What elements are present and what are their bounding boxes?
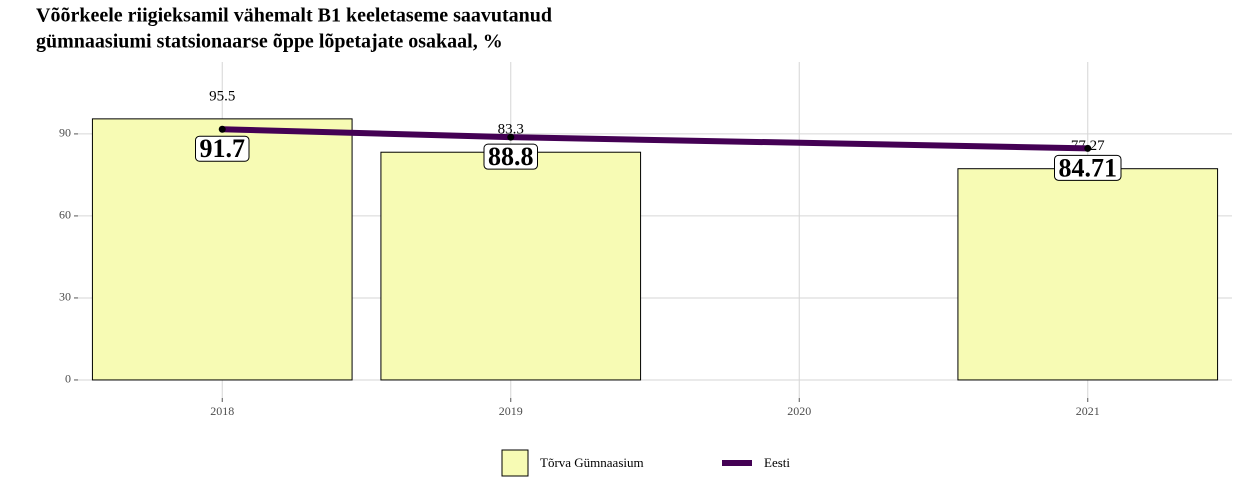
- line-value-label: 91.7: [200, 134, 246, 163]
- label-box: [195, 135, 250, 162]
- line-point: [507, 133, 515, 141]
- y-tick-label: 90: [59, 126, 71, 140]
- label-box: [1054, 154, 1122, 181]
- legend-label: Tõrva Gümnaasium: [540, 455, 644, 470]
- label-box: [483, 143, 538, 170]
- line-value-label: 88.8: [488, 142, 534, 171]
- bar-value-label: 95.5: [209, 88, 235, 104]
- y-tick-label: 30: [59, 290, 71, 304]
- line-point: [1084, 144, 1092, 152]
- line-value-label: 84.71: [1059, 153, 1118, 182]
- line-point: [218, 125, 226, 133]
- chart-title: Võõrkeele riigieksamil vähemalt B1 keele…: [36, 5, 552, 27]
- x-tick-label: 2021: [1076, 404, 1100, 418]
- legend-label: Eesti: [764, 455, 790, 470]
- x-tick-label: 2018: [210, 404, 234, 418]
- x-tick-label: 2019: [499, 404, 523, 418]
- bar: [91, 118, 353, 381]
- y-tick-label: 0: [65, 372, 71, 386]
- bar-value-label: 83.3: [498, 122, 524, 138]
- bar: [380, 151, 642, 381]
- y-tick-label: 60: [59, 208, 71, 222]
- chart-title: gümnaasiumi statsionaarse õppe lõpetajat…: [36, 31, 503, 53]
- bar: [957, 168, 1219, 381]
- x-tick-label: 2020: [787, 404, 811, 418]
- legend-swatch: [501, 449, 529, 477]
